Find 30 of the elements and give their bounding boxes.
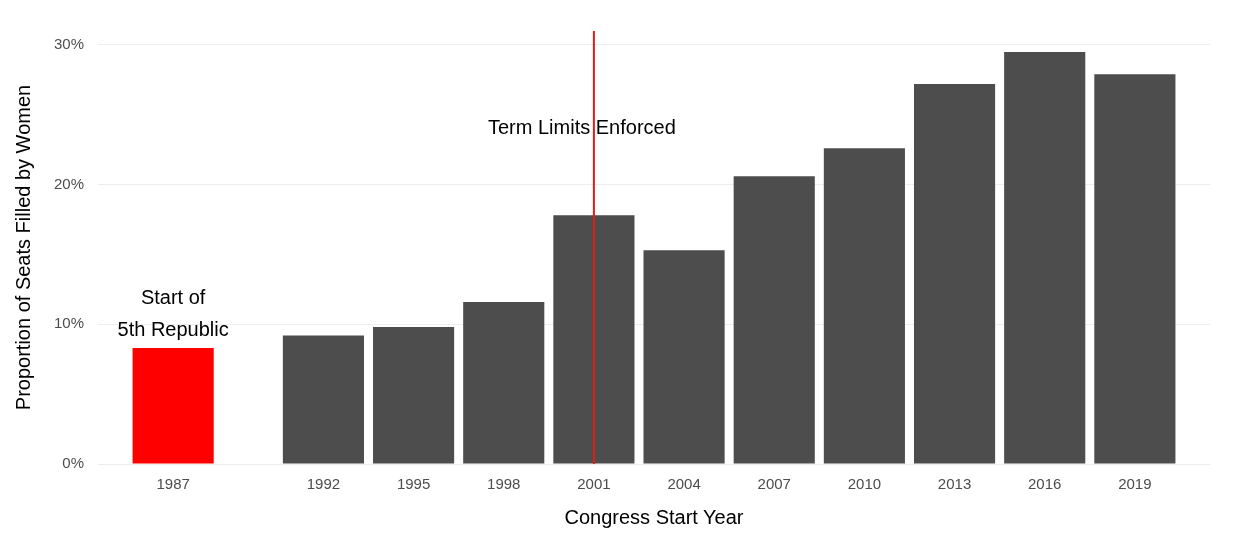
x-tick-label: 2001: [577, 475, 611, 493]
x-tick-label: 2007: [757, 475, 791, 493]
x-tick-label: 2016: [1028, 475, 1062, 493]
x-tick-label: 1992: [306, 475, 341, 493]
bar: [733, 176, 815, 464]
annotation: Start of 5th Republic: [117, 286, 229, 341]
y-tick-label: 0%: [62, 454, 85, 472]
x-tick-label: 1995: [396, 475, 431, 493]
x-tick-label: 1987: [156, 475, 190, 493]
y-tick-label: 20%: [53, 174, 85, 192]
ref-line-label: Term Limits Enforced: [487, 116, 676, 139]
bar: [1004, 51, 1086, 464]
bar: [373, 327, 455, 464]
bar: [553, 215, 635, 464]
x-tick-label: 2013: [937, 475, 972, 493]
y-tick-label: 30%: [53, 35, 85, 53]
bar: [132, 348, 214, 464]
y-axis-title: Proportion of Seats Filled by Women: [11, 84, 34, 411]
y-tick-label: 10%: [53, 314, 85, 332]
x-tick-label: 1998: [487, 475, 521, 493]
bar: [823, 148, 905, 464]
bar: [643, 250, 725, 464]
bar: [1094, 74, 1176, 464]
bar: [913, 84, 996, 464]
x-tick-label: 2010: [847, 475, 882, 493]
bar: [463, 301, 545, 464]
bar: [282, 335, 364, 464]
x-axis-title: Congress Start Year: [564, 505, 744, 528]
x-tick-label: 2004: [667, 475, 701, 493]
x-tick-label: 2019: [1118, 475, 1152, 493]
